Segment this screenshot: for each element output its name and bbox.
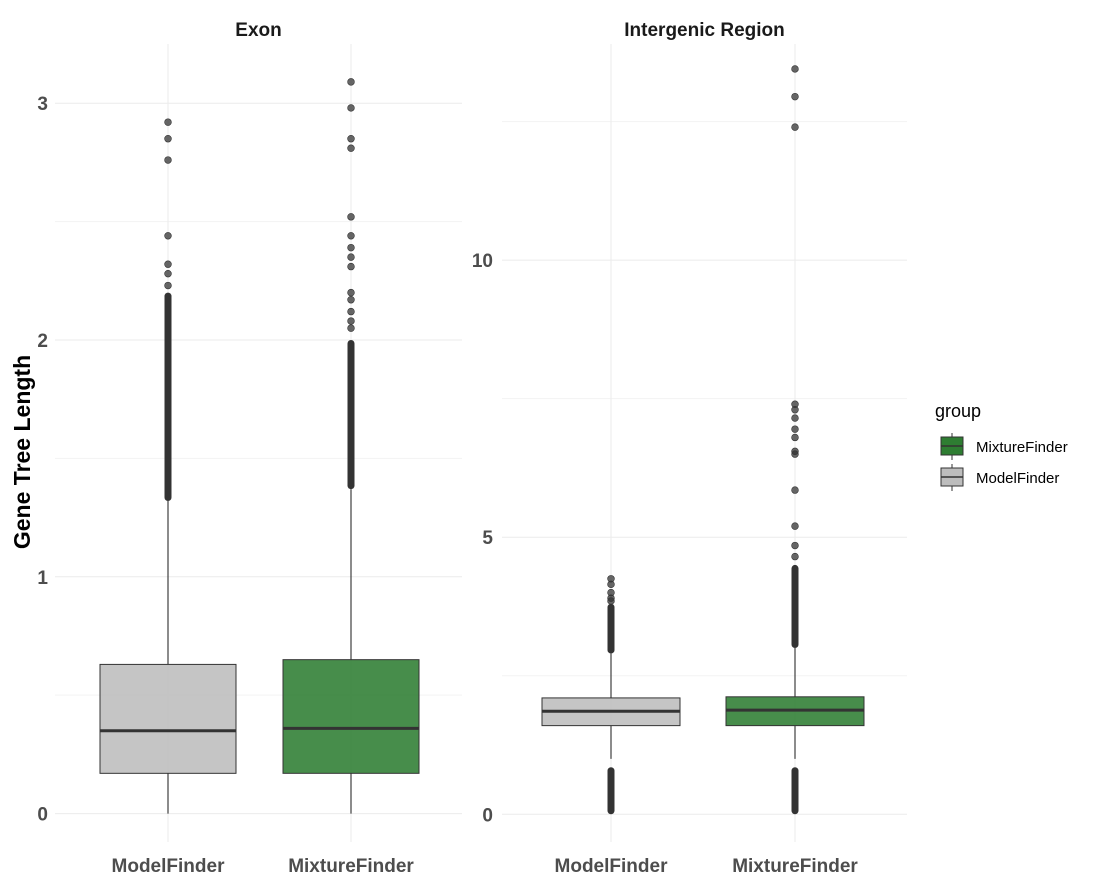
y-tick-label: 3 [37,94,48,115]
outlier-point [791,92,799,101]
outlier-point [791,522,799,530]
outlier-point [347,104,355,112]
outlier-point [164,156,172,164]
y-tick-label: 5 [482,528,493,549]
outlier-point [791,123,799,131]
outlier-point [791,400,799,408]
outlier-point [347,253,355,261]
outlier-cluster-lower [607,767,615,815]
outlier-point [791,541,799,550]
x-tick-label: MixtureFinder [732,856,858,877]
facet-1: 0 5 10 Intergenic Region ModelFinder MixtureF… [472,20,907,877]
outlier-point [347,135,355,143]
box-modelfinder [99,118,237,814]
box-mixturefinder [725,65,865,815]
y-axis-label: Gene Tree Length [9,355,35,549]
legend-entry-mixturefinder: MixtureFinder [940,433,1068,460]
outlier-point [347,324,355,332]
outlier-point [347,243,355,252]
y-tick-label: 2 [37,331,48,352]
outlier-point [164,260,172,268]
outlier-point [347,213,355,221]
legend-title: group [935,401,981,421]
outlier-point [347,262,355,271]
outlier-point [791,447,799,456]
outlier-point [791,486,799,494]
y-tick-label: 0 [37,805,48,826]
x-tick-label: ModelFinder [555,856,669,877]
box-modelfinder [541,575,681,815]
outlier-point [347,317,355,325]
outlier-point [347,288,355,297]
outlier-point [164,232,172,240]
outlier-point [791,433,799,442]
outlier-cluster-lower [791,767,799,815]
facet-0: 0 1 2 3 Exon ModelFinder MixtureFinder [37,20,462,877]
facet-panels: 0 1 2 3 Exon ModelFinder MixtureFinder 0 5 10 Inte… [37,20,907,877]
outlier-point [791,425,799,433]
outlier-point [164,135,172,143]
outlier-point [164,269,172,278]
outlier-cluster-upper [347,339,355,490]
outlier-cluster-upper [607,603,615,654]
outlier-point [164,281,172,290]
outlier-cluster-upper [164,292,172,502]
facet-title: Intergenic Region [624,20,784,41]
outlier-point [791,552,799,561]
outlier-point [607,575,615,583]
outlier-point [347,307,355,316]
facet-title: Exon [235,20,281,41]
outlier-point [164,118,172,126]
outlier-point [791,414,799,422]
outlier-point [347,296,355,304]
y-tick-label: 1 [37,568,48,589]
outlier-point [347,232,355,240]
legend-label-modelfinder: ModelFinder [976,470,1059,487]
iqr-box [282,659,420,774]
iqr-box [99,663,237,774]
x-tick-label: ModelFinder [112,856,226,877]
y-tick-label: 10 [472,251,493,272]
x-tick-label: MixtureFinder [288,856,414,877]
outlier-point [347,144,355,152]
legend-label-mixturefinder: MixtureFinder [976,439,1068,456]
legend-entry-modelfinder: ModelFinder [940,464,1059,491]
outlier-point [791,65,799,73]
outlier-point [607,588,615,597]
y-tick-label: 0 [482,805,493,826]
outlier-cluster-upper [791,564,799,649]
legend: group MixtureFinder ModelFinder [935,401,1068,491]
box-mixturefinder [282,78,420,814]
outlier-point [347,78,355,86]
